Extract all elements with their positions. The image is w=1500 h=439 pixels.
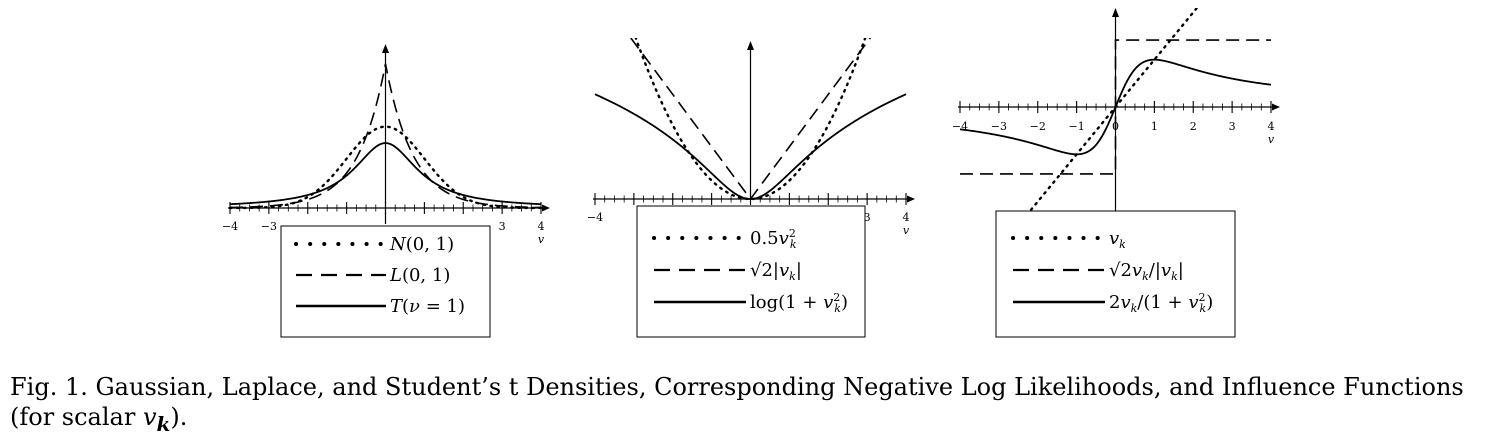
- legend-box: [280, 225, 491, 338]
- x-tick-label: −3: [261, 220, 277, 233]
- x-axis-arrow: [907, 195, 915, 203]
- nll-axes: [593, 41, 915, 203]
- x-tick-label: 3: [499, 220, 506, 233]
- legend-label: √2|vk​|: [750, 260, 802, 283]
- legend-box: [636, 205, 866, 338]
- caption-math: vk: [142, 403, 171, 436]
- x-axis-arrow: [1272, 103, 1280, 111]
- figure: −4 −3 3 4v N(0, 1)L(0, 1)T(ν = 1) −4 3 4v 0.5…: [222, 8, 1280, 338]
- caption-end: ).: [170, 403, 188, 431]
- x-tick-label: −2: [1030, 120, 1046, 133]
- influence-legend: vk​ √2vk​/|vk​| 2vk​/(1 + v2k​): [995, 210, 1236, 338]
- density-axes: [228, 44, 550, 224]
- influence-panel: −4 −3 −2 −1 0 1 2 3 4v vk​ √2vk​/|vk​| 2vk​/(1 + v…: [952, 8, 1280, 338]
- influence-ticks: −4 −3 −2 −1 0 1 2 3 4v: [952, 101, 1275, 146]
- figure-caption: Fig. 1. Gaussian, Laplace, and Student’s…: [10, 372, 1490, 439]
- legend-label: T(ν = 1): [390, 296, 465, 317]
- caption-text: Gaussian, Laplace, and Student’s t Densi…: [10, 373, 1464, 431]
- legend-label: vk​: [1109, 228, 1126, 251]
- legend-label: N(0, 1): [389, 234, 454, 255]
- y-axis-arrow: [747, 41, 754, 50]
- legend-box: [995, 210, 1236, 338]
- x-tick-label: 3: [864, 211, 871, 224]
- legend-label: √2vk​/|vk​|: [1109, 260, 1184, 283]
- x-tick-label: −4: [587, 211, 603, 224]
- density-ticks: −4 −3 3 4v: [222, 202, 545, 246]
- x-tick-label: −4: [952, 120, 968, 133]
- x-tick-label: 4: [1268, 120, 1275, 133]
- x-axis-arrow: [542, 204, 550, 212]
- x-axis-label: v: [538, 233, 545, 246]
- x-tick-label: 1: [1151, 120, 1158, 133]
- caption-label: Fig. 1.: [10, 373, 88, 401]
- legend-label: L(0, 1): [389, 265, 450, 286]
- nll-ticks: −4 3 4v: [587, 193, 910, 237]
- x-tick-label: −4: [222, 220, 238, 233]
- x-axis-label: v: [1268, 133, 1275, 146]
- legend-label: 2vk​/(1 + v2k​): [1109, 291, 1213, 315]
- density-legend: N(0, 1) L(0, 1) T(ν = 1): [280, 225, 491, 338]
- x-tick-label: 4: [538, 220, 545, 233]
- x-tick-label: −1: [1069, 120, 1085, 133]
- x-tick-label: 4: [903, 211, 910, 224]
- y-axis-arrow: [382, 44, 389, 53]
- influence-axes: [958, 8, 1280, 212]
- x-tick-label: −3: [991, 120, 1007, 133]
- density-panel: −4 −3 3 4v N(0, 1) L(0, 1) T(ν = 1): [222, 44, 550, 338]
- y-axis-arrow: [1112, 8, 1119, 17]
- x-tick-label: 3: [1229, 120, 1236, 133]
- x-axis-label: v: [903, 224, 910, 237]
- x-tick-label: 0: [1112, 120, 1119, 133]
- legend-label: log(1 + v2k​): [750, 291, 848, 315]
- x-tick-label: 2: [1190, 120, 1197, 133]
